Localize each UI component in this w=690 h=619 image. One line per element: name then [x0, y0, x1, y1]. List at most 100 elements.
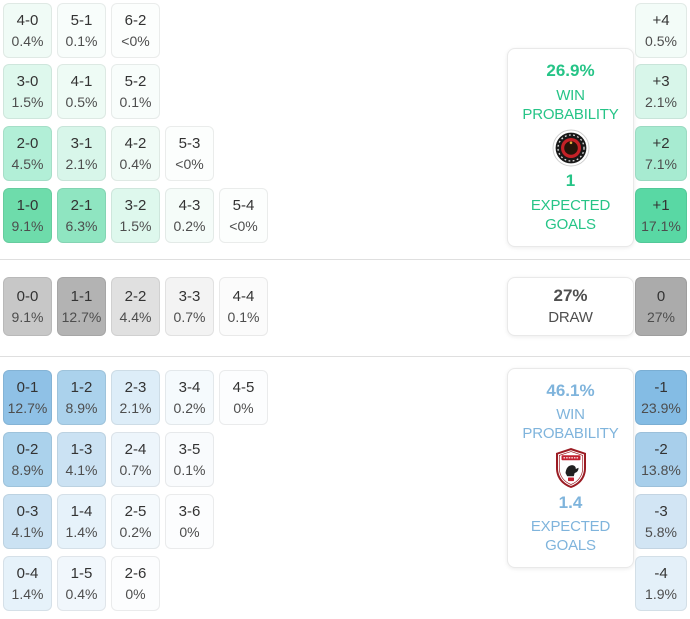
score-probability: 1.4%: [65, 524, 98, 540]
goal-diff-value: -2: [654, 441, 668, 458]
score-probability: 2.1%: [65, 156, 98, 172]
home-win-probability-label: WIN PROBABILITY: [522, 86, 618, 124]
score-cell-0-1: 0-1 12.7%: [3, 370, 52, 425]
away-expected-goals-value: 1.4: [558, 493, 583, 512]
score-probability: 0.7%: [119, 462, 152, 478]
score-cell-0-2: 0-2 8.9%: [3, 432, 52, 487]
score-probability: 9.1%: [11, 218, 44, 234]
goal-diff-probability: 5.8%: [645, 524, 677, 540]
score-cell-2-1: 2-1 6.3%: [57, 188, 106, 243]
score-value: 2-2: [124, 288, 147, 305]
score-probability: 0%: [233, 400, 254, 416]
score-cell-5-4: 5-4 <0%: [219, 188, 268, 243]
score-probability: <0%: [121, 33, 150, 49]
score-value: 3-6: [178, 503, 201, 520]
goal-diff-probability: 1.9%: [645, 586, 677, 602]
label-line: EXPECTED: [530, 518, 611, 535]
score-probability: 12.7%: [61, 309, 102, 325]
score-value: 1-2: [70, 379, 93, 396]
away-team-badge-icon: [554, 447, 588, 489]
score-value: 0-1: [16, 379, 39, 396]
score-probability: 0%: [179, 524, 200, 540]
label-line: GOALS: [545, 537, 596, 554]
score-value: 4-4: [232, 288, 255, 305]
score-cell-6-2: 6-2 <0%: [111, 3, 160, 58]
draw-label: DRAW: [548, 309, 593, 326]
score-cell-4-3: 4-3 0.2%: [165, 188, 214, 243]
score-cell-0-4: 0-4 1.4%: [3, 556, 52, 611]
score-value: 2-6: [124, 565, 147, 582]
score-probability: 0.1%: [227, 309, 260, 325]
home-win-probability-value: 26.9%: [546, 61, 595, 80]
score-cell-4-4: 4-4 0.1%: [219, 277, 268, 336]
away-win-probability-panel: 46.1% WIN PROBABILITY 1.4 EXPECTED GOALS: [507, 368, 634, 568]
score-cell-0-3: 0-3 4.1%: [3, 494, 52, 549]
home-win-probability-panel: 26.9% WIN PROBABILITY 1 EXPECTED GOALS: [507, 48, 634, 247]
score-value: 1-0: [16, 197, 39, 214]
goal-diff-probability: 0.5%: [645, 33, 677, 49]
score-value: 2-3: [124, 379, 147, 396]
score-value: 1-5: [70, 565, 93, 582]
goal-diff-value: +2: [652, 135, 670, 152]
score-probability: 9.1%: [11, 309, 44, 325]
goal-diff-cell--4: -4 1.9%: [635, 556, 687, 611]
score-value: 4-0: [16, 12, 39, 29]
score-cell-3-5: 3-5 0.1%: [165, 432, 214, 487]
score-probability: 0.2%: [173, 218, 206, 234]
goal-diff-cell-0: 0 27%: [635, 277, 687, 336]
away-win-probability-value: 46.1%: [546, 381, 595, 400]
score-value: 1-1: [70, 288, 93, 305]
score-probability: 0.1%: [173, 462, 206, 478]
score-value: 4-1: [70, 73, 93, 90]
score-value: 6-2: [124, 12, 147, 29]
score-cell-3-0: 3-0 1.5%: [3, 64, 52, 119]
score-probability: 8.9%: [11, 462, 44, 478]
goal-diff-probability: 13.8%: [641, 462, 681, 478]
score-cell-2-0: 2-0 4.5%: [3, 126, 52, 181]
score-cell-2-6: 2-6 0%: [111, 556, 160, 611]
score-value: 2-5: [124, 503, 147, 520]
score-cell-1-2: 1-2 8.9%: [57, 370, 106, 425]
score-value: 1-4: [70, 503, 93, 520]
score-probability: 6.3%: [65, 218, 98, 234]
score-value: 2-4: [124, 441, 147, 458]
draw-score-row: 0-0 9.1% 1-1 12.7% 2-2 4.4% 3-3 0.7% 4-4 0.1%: [3, 277, 268, 336]
score-cell-2-4: 2-4 0.7%: [111, 432, 160, 487]
away-score-row: 0-4 1.4% 1-5 0.4% 2-6 0%: [3, 556, 160, 611]
home-team-badge-icon: [552, 129, 590, 167]
goal-diff-cell--3: -3 5.8%: [635, 494, 687, 549]
score-value: 3-5: [178, 441, 201, 458]
label-line: WIN: [556, 86, 585, 104]
home-score-row: 2-0 4.5% 3-1 2.1% 4-2 0.4% 5-3 <0%: [3, 126, 214, 181]
score-probability: 0.4%: [65, 586, 98, 602]
score-cell-2-3: 2-3 2.1%: [111, 370, 160, 425]
score-value: 5-2: [124, 73, 147, 90]
score-cell-4-2: 4-2 0.4%: [111, 126, 160, 181]
goal-diff-value: -3: [654, 503, 668, 520]
goal-diff-cell-+1: +1 17.1%: [635, 188, 687, 243]
score-cell-1-1: 1-1 12.7%: [57, 277, 106, 336]
home-score-row: 4-0 0.4% 5-1 0.1% 6-2 <0%: [3, 3, 160, 58]
goal-diff-value: +3: [652, 73, 670, 90]
goal-diff-value: +1: [652, 197, 670, 214]
score-cell-2-2: 2-2 4.4%: [111, 277, 160, 336]
score-probability: 0.1%: [65, 33, 98, 49]
score-cell-3-6: 3-6 0%: [165, 494, 214, 549]
score-probability: 12.7%: [7, 400, 48, 416]
score-cell-4-1: 4-1 0.5%: [57, 64, 106, 119]
score-probability: 1.5%: [11, 94, 44, 110]
label-line: EXPECTED: [530, 197, 611, 214]
score-value: 3-0: [16, 73, 39, 90]
goal-diff-cell-+4: +4 0.5%: [635, 3, 687, 58]
score-probability: <0%: [175, 156, 204, 172]
score-cell-1-4: 1-4 1.4%: [57, 494, 106, 549]
score-probability: 0.2%: [119, 524, 152, 540]
score-cell-5-2: 5-2 0.1%: [111, 64, 160, 119]
goal-diff-value: -1: [654, 379, 668, 396]
score-probability: 0.4%: [11, 33, 44, 49]
section-divider-bottom: [0, 356, 690, 357]
score-value: 0-3: [16, 503, 39, 520]
goal-diff-probability: 17.1%: [641, 218, 681, 234]
